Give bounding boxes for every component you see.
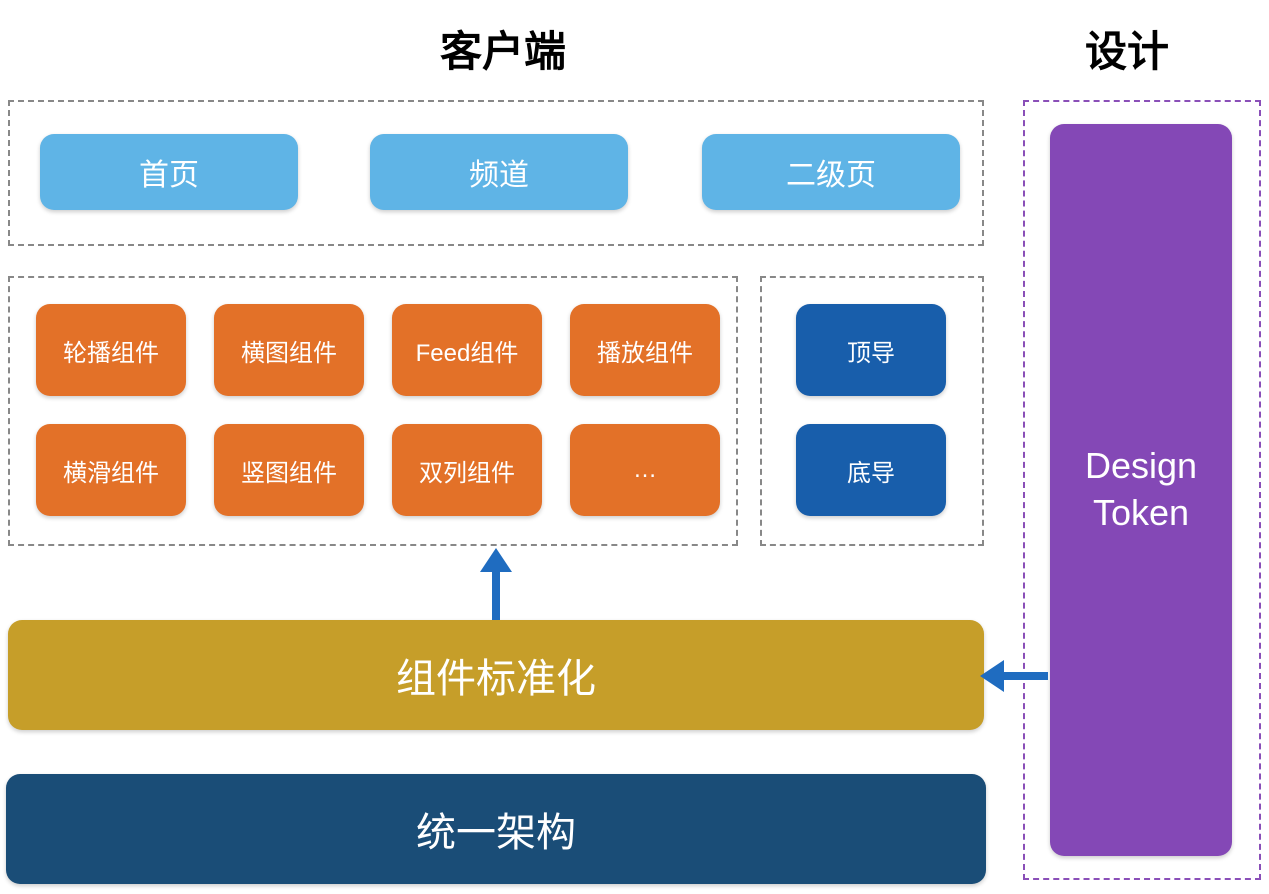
arrow-up-head bbox=[480, 548, 512, 572]
block-design-token: Design Token bbox=[1050, 124, 1232, 856]
heading-client: 客户端 bbox=[440, 18, 566, 79]
block-page-home: 首页 bbox=[40, 134, 298, 210]
block-comp-carousel: 轮播组件 bbox=[36, 304, 186, 396]
block-comp-dcol: 双列组件 bbox=[392, 424, 542, 516]
block-page-second: 二级页 bbox=[702, 134, 960, 210]
arrow-left-head bbox=[980, 660, 1004, 692]
block-comp-play: 播放组件 bbox=[570, 304, 720, 396]
block-comp-himg: 横图组件 bbox=[214, 304, 364, 396]
heading-design: 设计 bbox=[1085, 18, 1169, 79]
block-comp-more: … bbox=[570, 424, 720, 516]
arrow-up-line bbox=[492, 572, 500, 620]
arrow-left-line bbox=[1000, 672, 1048, 680]
block-comp-feed: Feed组件 bbox=[392, 304, 542, 396]
design-token-line2: Token bbox=[1093, 490, 1189, 537]
design-token-line1: Design bbox=[1085, 443, 1197, 490]
block-comp-vimg: 竖图组件 bbox=[214, 424, 364, 516]
block-nav-top: 顶导 bbox=[796, 304, 946, 396]
block-nav-bottom: 底导 bbox=[796, 424, 946, 516]
block-standardization: 组件标准化 bbox=[8, 620, 984, 730]
block-comp-hslide: 横滑组件 bbox=[36, 424, 186, 516]
block-page-channel: 频道 bbox=[370, 134, 628, 210]
block-architecture: 统一架构 bbox=[6, 774, 986, 884]
